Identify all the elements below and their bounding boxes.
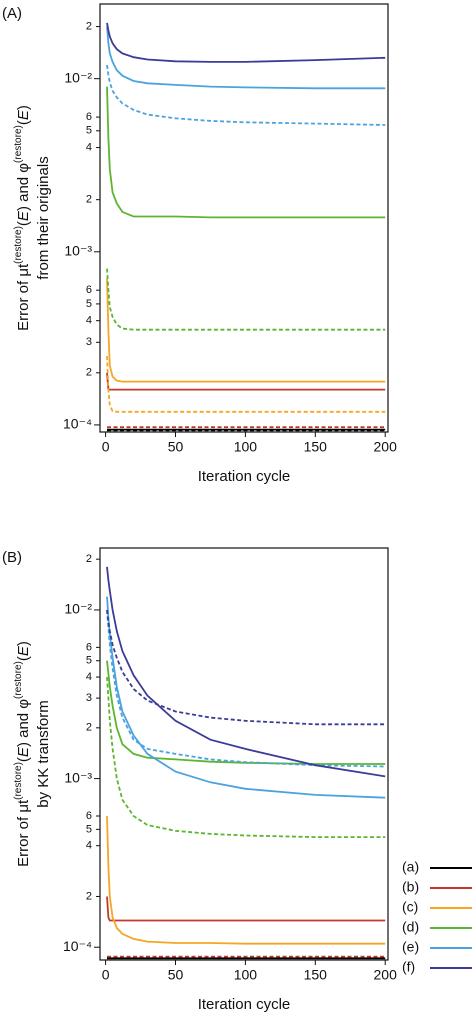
x-axis-title: Iteration cycle (198, 996, 291, 1013)
y-axis-title-part: E (15, 645, 32, 656)
y-tick-label: 6 (86, 284, 92, 296)
y-axis-title-part: ) and φ (15, 163, 32, 211)
y-axis-title-part: ( (15, 221, 32, 226)
legend-label: (e) (402, 939, 419, 955)
y-tick-label: 10⁻⁴ (63, 938, 92, 954)
series-line (106, 609, 386, 726)
y-axis-title: by KK transform (35, 700, 52, 808)
series-line (106, 896, 386, 922)
y-tick-label: 2 (86, 553, 92, 565)
series-line (106, 596, 386, 799)
series-line (106, 609, 386, 768)
y-axis-title-part: E (15, 210, 32, 221)
y-tick-label: 4 (86, 840, 92, 852)
y-axis-title: from their originals (35, 156, 52, 279)
y-tick-label: 2 (86, 20, 92, 32)
y-tick-label: 2 (86, 722, 92, 734)
y-tick-label: 6 (86, 641, 92, 653)
y-axis-title-part: (restore) (13, 226, 24, 264)
series-line (106, 372, 386, 391)
x-tick-label: 100 (234, 439, 258, 455)
y-axis-title-part: ) and φ (15, 699, 32, 747)
series-line (106, 355, 386, 413)
series-line (106, 677, 386, 838)
x-tick-label: 100 (234, 967, 258, 983)
legend-label: (a) (402, 859, 419, 875)
x-tick-label: 0 (102, 967, 110, 983)
y-axis-title-part: E (15, 746, 32, 757)
x-axis-title: Iteration cycle (198, 468, 291, 485)
y-tick-label: 10⁻² (64, 601, 92, 617)
y-axis-title-part: ) (15, 641, 32, 646)
x-tick-label: 150 (304, 439, 328, 455)
series-line (106, 22, 386, 63)
y-tick-label: 10⁻² (64, 69, 92, 85)
y-axis-title-part: ( (15, 656, 32, 661)
y-axis-title-part: ( (15, 757, 32, 762)
y-axis-title-part: ( (15, 120, 32, 125)
y-tick-label: 10⁻³ (64, 769, 92, 785)
y-axis-title-part: Error of μt (15, 263, 32, 331)
series-line (106, 815, 386, 945)
series-line (106, 64, 386, 126)
y-tick-label: 5 (86, 655, 92, 667)
y-axis-title-part: ) (15, 105, 32, 110)
x-tick-label: 200 (374, 439, 398, 455)
series-line (106, 86, 386, 219)
y-axis-title: Error of μt(restore)(E) and φ(restore)(E… (13, 641, 32, 867)
y-axis-title-part: E (15, 109, 32, 120)
panel-label: (B) (2, 549, 22, 566)
y-axis-title: Error of μt(restore)(E) and φ(restore)(E… (13, 105, 32, 331)
series-line (106, 268, 386, 331)
plot-frame (99, 547, 389, 961)
y-tick-label: 2 (86, 890, 92, 902)
y-tick-label: 3 (86, 336, 92, 348)
y-tick-label: 5 (86, 125, 92, 137)
y-axis-title-part: (restore) (13, 762, 24, 800)
plot-frame (99, 3, 389, 433)
y-tick-label: 6 (86, 111, 92, 123)
series-line (106, 278, 386, 383)
panel-label: (A) (2, 5, 22, 22)
y-axis-title-part: Error of μt (15, 799, 32, 867)
panel: (A) 2 10⁻² 6 5 4 2 10⁻³ 6 5 4 3 2 10⁻⁴ 0 50 100 150 200 Ite… (2, 3, 398, 485)
legend-label: (d) (402, 919, 419, 935)
x-tick-label: 50 (168, 967, 184, 983)
y-tick-label: 4 (86, 671, 92, 683)
y-tick-label: 3 (86, 692, 92, 704)
x-tick-label: 200 (374, 967, 398, 983)
x-tick-label: 0 (102, 439, 110, 455)
y-axis-title-part: (restore) (13, 661, 24, 699)
x-tick-label: 150 (304, 967, 328, 983)
legend-label: (c) (402, 899, 418, 915)
series-line (106, 26, 386, 90)
y-tick-label: 4 (86, 141, 92, 153)
y-tick-label: 4 (86, 315, 92, 327)
y-tick-label: 10⁻³ (64, 242, 92, 258)
legend-label: (f) (402, 959, 415, 975)
series-line (106, 566, 386, 778)
y-tick-label: 6 (86, 810, 92, 822)
y-tick-label: 5 (86, 823, 92, 835)
y-tick-label: 10⁻⁴ (63, 416, 92, 432)
y-tick-label: 2 (86, 367, 92, 379)
y-axis-title-part: (restore) (13, 125, 24, 163)
x-tick-label: 50 (168, 439, 184, 455)
legend-label: (b) (402, 879, 419, 895)
y-tick-label: 2 (86, 194, 92, 206)
y-tick-label: 5 (86, 298, 92, 310)
